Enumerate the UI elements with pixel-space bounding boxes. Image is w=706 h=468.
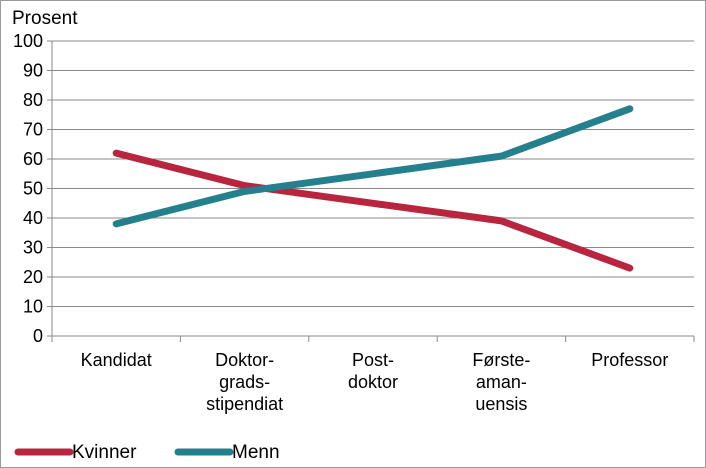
y-tick-label: 30: [23, 238, 43, 258]
y-tick-label: 20: [23, 267, 43, 287]
y-tick-label: 0: [33, 326, 43, 346]
y-tick-label: 40: [23, 208, 43, 228]
x-tick-label: Doktor-grads-stipendiat: [206, 350, 283, 414]
tick-labels: 0 10 20 30 40 50 60 70 80 90 100 Kandidat Doktor-gra…: [13, 31, 668, 414]
y-tick-label: 100: [13, 31, 43, 51]
y-tick-label: 10: [23, 297, 43, 317]
y-tick-label: 70: [23, 120, 43, 140]
y-axis-title: Prosent: [12, 8, 78, 29]
x-tick-label: Kandidat: [81, 350, 152, 370]
x-tick-label: Post-doktor: [348, 350, 398, 392]
x-tick-label: Første-aman-uensis: [472, 350, 530, 414]
gridlines: [52, 40, 694, 307]
y-tick-label: 50: [23, 179, 43, 199]
x-tick-label: Professor: [591, 350, 668, 370]
series-line-menn: [112, 105, 634, 228]
y-tick-label: 90: [23, 61, 43, 81]
y-tick-label: 80: [23, 90, 43, 110]
legend-label-kvinner: Kvinner: [72, 442, 137, 463]
axes: [47, 40, 695, 342]
series-line-kvinner: [112, 149, 634, 272]
series-lines: [112, 105, 634, 272]
y-tick-label: 60: [23, 149, 43, 169]
legend: Kvinner Menn: [14, 442, 280, 463]
legend-label-menn: Menn: [232, 442, 280, 463]
